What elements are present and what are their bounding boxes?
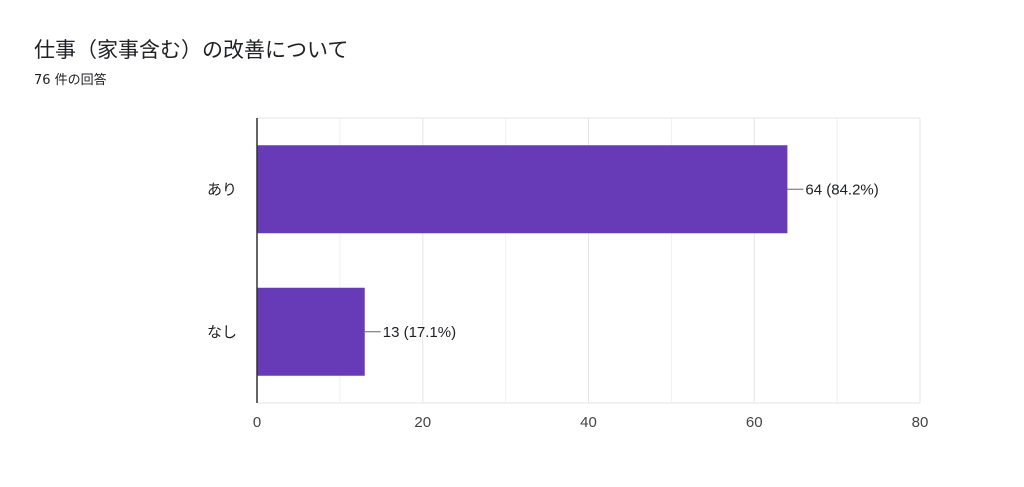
x-tick-label: 40 <box>580 414 597 431</box>
category-label: なし <box>207 324 237 341</box>
category-label: あり <box>207 181 237 198</box>
x-tick-label: 60 <box>746 414 763 431</box>
data-label: 64 (84.2%) <box>805 181 878 198</box>
x-tick-label: 0 <box>253 414 261 431</box>
data-label: 13 (17.1%) <box>383 324 456 341</box>
bar[interactable] <box>257 145 788 234</box>
x-tick-label: 20 <box>414 414 431 431</box>
bar[interactable] <box>257 287 365 376</box>
bars <box>257 145 788 376</box>
labels: 0 20 40 60 80 あり 64 (84.2%) なし 13 (17.1%) <box>207 181 928 431</box>
response-count: 76 件の回答 <box>34 73 107 88</box>
x-tick-label: 80 <box>912 414 929 431</box>
chart-title: 仕事（家事含む）の改善について <box>34 38 349 62</box>
